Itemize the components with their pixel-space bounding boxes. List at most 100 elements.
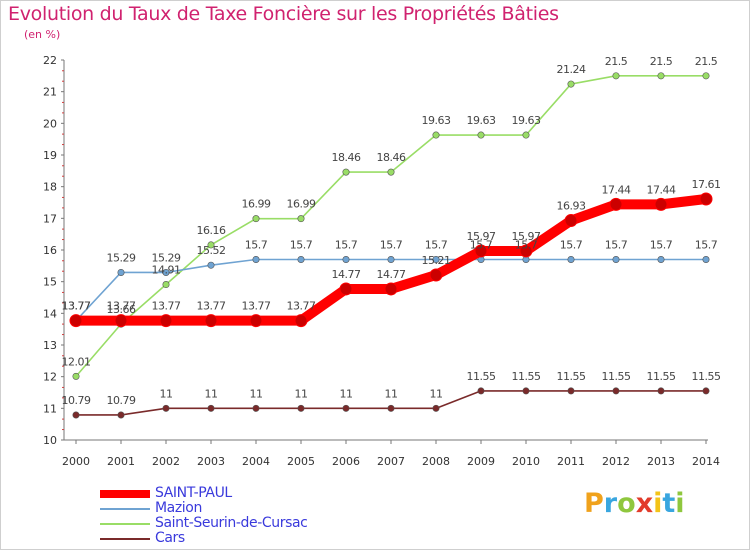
data-point-mazion-2012: [612, 255, 620, 263]
legend-swatch-saint-seurin-de-cursac: [100, 522, 150, 525]
data-label-saint-paul-2012: 17.44: [602, 183, 631, 196]
data-label-cars-2014: 11.55: [692, 370, 721, 383]
data-label-saint-paul-2000: 13.77: [62, 300, 91, 313]
legend-label-cars: Cars: [155, 530, 185, 546]
data-point-cars-2001: [117, 411, 125, 419]
data-label-cars-2001: 10.79: [107, 394, 136, 407]
data-label-mazion-2002: 15.29: [152, 251, 181, 264]
data-point-cars-2013: [657, 387, 665, 395]
data-label-cars-2009: 11.55: [467, 370, 496, 383]
data-label-saint-seurin-de-cursac-2005: 16.99: [287, 198, 316, 211]
x-tick-label-2008: 2008: [422, 455, 450, 468]
y-tick-label-20: 20: [43, 117, 57, 130]
y-tick-label-14: 14: [43, 307, 57, 320]
data-label-saint-seurin-de-cursac-2010: 19.63: [512, 114, 541, 127]
data-label-saint-seurin-de-cursac-2000: 12.01: [62, 355, 91, 368]
logo-letter: r: [603, 488, 618, 519]
chart-legend: SAINT-PAUL Mazion Saint-Seurin-de-Cursac…: [100, 485, 308, 546]
data-label-mazion-2007: 15.7: [380, 239, 403, 252]
data-label-saint-seurin-de-cursac-2007: 18.46: [377, 151, 406, 164]
data-point-saint-seurin-de-cursac-2008: [432, 131, 440, 139]
logo-letter: t: [662, 488, 676, 519]
series-line-saint-seurin-de-cursac: [75, 75, 707, 378]
data-label-cars-2004: 11: [250, 387, 263, 400]
data-label-saint-seurin-de-cursac-2013: 21.5: [650, 55, 673, 68]
logo-letter: i: [675, 488, 685, 519]
data-point-saint-seurin-de-cursac-2007: [387, 168, 395, 176]
logo-letter: P: [584, 488, 604, 519]
data-label-saint-seurin-de-cursac-2008: 19.63: [422, 114, 451, 127]
data-label-mazion-2000: 13.77: [62, 300, 91, 313]
data-point-saint-seurin-de-cursac-2002: [162, 281, 170, 289]
data-point-mazion-2002: [162, 268, 170, 276]
data-point-mazion-2005: [297, 255, 305, 263]
data-point-mazion-2007: [387, 255, 395, 263]
x-tick-label-2014: 2014: [692, 455, 720, 468]
data-point-saint-seurin-de-cursac-2000: [72, 372, 80, 380]
data-point-saint-seurin-de-cursac-2014: [702, 72, 710, 80]
data-point-saint-paul-2003: [204, 314, 218, 328]
data-label-saint-seurin-de-cursac-2002: 14.91: [152, 264, 181, 277]
data-point-saint-paul-2012: [609, 197, 623, 211]
data-point-cars-2003: [207, 404, 215, 412]
data-label-cars-2008: 11: [430, 387, 443, 400]
x-tick-label-2002: 2002: [152, 455, 180, 468]
data-label-cars-2010: 11.55: [512, 370, 541, 383]
data-label-cars-2006: 11: [340, 387, 353, 400]
y-tick-label-21: 21: [43, 86, 57, 99]
data-label-saint-paul-2005: 13.77: [287, 300, 316, 313]
data-label-saint-paul-2003: 13.77: [197, 300, 226, 313]
data-point-cars-2006: [342, 404, 350, 412]
data-point-cars-2008: [432, 404, 440, 412]
data-point-saint-seurin-de-cursac-2011: [567, 80, 575, 88]
data-label-cars-2011: 11.55: [557, 370, 586, 383]
proxiti-logo: Proxiti: [584, 488, 685, 519]
x-tick-label-2011: 2011: [557, 455, 585, 468]
data-label-saint-paul-2010: 15.97: [512, 230, 541, 243]
data-point-saint-seurin-de-cursac-2005: [297, 215, 305, 223]
data-label-saint-seurin-de-cursac-2011: 21.24: [557, 63, 586, 76]
data-point-mazion-2003: [207, 261, 215, 269]
data-label-cars-2003: 11: [205, 387, 218, 400]
data-point-saint-paul-2000: [69, 314, 83, 328]
y-tick-label-22: 22: [43, 54, 57, 67]
data-label-saint-seurin-de-cursac-2003: 16.16: [197, 224, 226, 237]
data-label-saint-paul-2002: 13.77: [152, 300, 181, 313]
legend-swatch-cars: [100, 537, 150, 540]
data-point-mazion-2013: [657, 255, 665, 263]
data-point-saint-seurin-de-cursac-2010: [522, 131, 530, 139]
data-point-mazion-2008: [432, 255, 440, 263]
data-label-mazion-2003: 15.52: [197, 244, 226, 257]
data-label-saint-paul-2001: 13.77: [107, 300, 136, 313]
data-label-saint-seurin-de-cursac-2006: 18.46: [332, 151, 361, 164]
legend-label-saint-paul: SAINT-PAUL: [155, 485, 232, 501]
data-label-saint-paul-2009: 15.97: [467, 230, 496, 243]
data-label-mazion-2014: 15.7: [695, 239, 718, 252]
chart-subtitle: (en %): [24, 28, 61, 41]
data-point-mazion-2004: [252, 255, 260, 263]
data-point-mazion-2001: [117, 268, 125, 276]
x-tick-label-2006: 2006: [332, 455, 360, 468]
data-point-mazion-2006: [342, 255, 350, 263]
data-point-saint-paul-2008: [429, 268, 443, 282]
y-tick-label-19: 19: [43, 149, 57, 162]
data-label-mazion-2008: 15.7: [425, 239, 448, 252]
y-tick-label-17: 17: [43, 212, 57, 225]
data-point-mazion-2014: [702, 255, 710, 263]
x-tick-label-2009: 2009: [467, 455, 495, 468]
chart-title: Evolution du Taux de Taxe Foncière sur l…: [8, 3, 559, 25]
data-point-saint-seurin-de-cursac-2003: [207, 241, 215, 249]
data-label-cars-2007: 11: [385, 387, 398, 400]
data-label-mazion-2013: 15.7: [650, 239, 673, 252]
data-label-mazion-2009: 15.7: [470, 239, 493, 252]
data-label-mazion-2004: 15.7: [245, 239, 268, 252]
logo-letter: i: [653, 488, 663, 519]
data-point-saint-seurin-de-cursac-2004: [252, 215, 260, 223]
data-point-saint-paul-2001: [114, 314, 128, 328]
legend-item-saint-seurin-de-cursac: Saint-Seurin-de-Cursac: [100, 516, 308, 531]
data-point-cars-2002: [162, 404, 170, 412]
data-point-cars-2004: [252, 404, 260, 412]
data-label-saint-paul-2004: 13.77: [242, 300, 271, 313]
data-point-cars-2011: [567, 387, 575, 395]
